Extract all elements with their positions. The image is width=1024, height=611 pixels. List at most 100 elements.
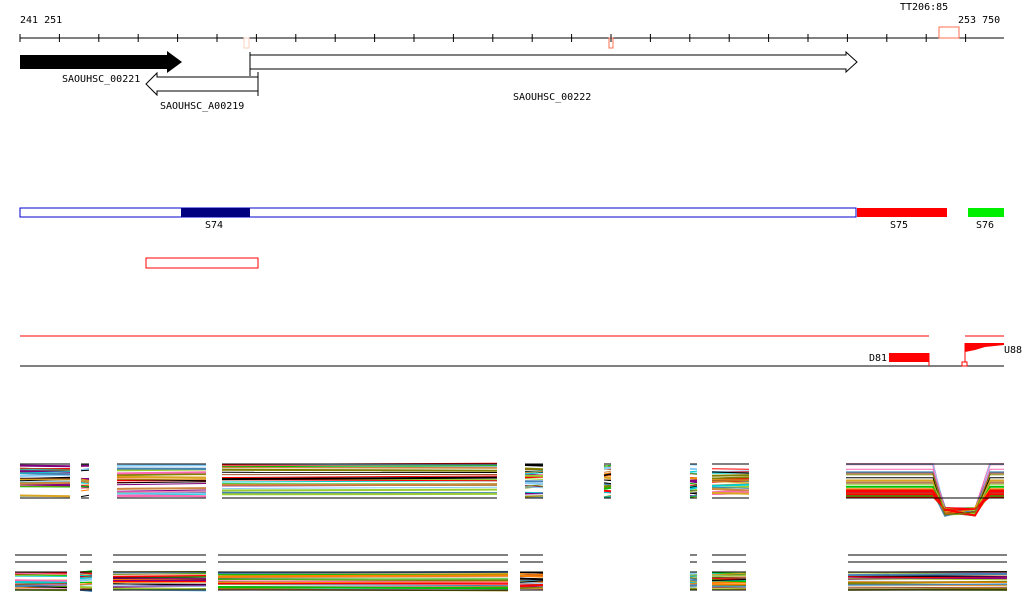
- expression-line: [847, 583, 1008, 586]
- expression-line: [603, 464, 612, 467]
- ruler-marker-box[interactable]: [938, 26, 960, 39]
- expression-line: [603, 472, 612, 477]
- expression-line: [524, 482, 544, 485]
- expression-line: [689, 477, 698, 480]
- segment-S75[interactable]: [857, 208, 947, 217]
- expression-line: [846, 474, 1004, 516]
- expression-line: [217, 584, 509, 587]
- expression-line: [846, 490, 1004, 517]
- expression-line: [80, 478, 90, 481]
- expression-line: [603, 484, 612, 488]
- segment-backbone: [19, 207, 857, 218]
- expression-line: [14, 582, 68, 586]
- expression-line: [116, 481, 207, 484]
- ruler-marker-box[interactable]: [243, 37, 250, 49]
- expression-line: [711, 483, 750, 487]
- expression-line: [116, 487, 207, 490]
- up-feature[interactable]: [965, 343, 1004, 352]
- expression-line: [80, 469, 90, 472]
- expression-line: [711, 572, 747, 576]
- expression-line: [80, 485, 90, 488]
- expression-line: [80, 494, 90, 498]
- expression-line: [689, 473, 698, 475]
- ruler-marker-label: TT206:85: [900, 2, 948, 13]
- expression-line: [116, 492, 207, 495]
- coordinate-ruler: 241 251 253 750 TT206:85: [19, 2, 1004, 49]
- expression-line: [524, 495, 544, 497]
- segment-track: S74 S75 S76: [19, 207, 1004, 269]
- gene-arrow-SAOUHSC_00222[interactable]: [249, 50, 858, 74]
- expression-line: [14, 581, 68, 584]
- expression-line: [116, 472, 207, 477]
- expression-line: [14, 574, 68, 576]
- segment-S76[interactable]: [968, 208, 1004, 217]
- expression-line: [711, 479, 750, 481]
- expression-line: [846, 492, 1004, 512]
- up-label: U88: [1004, 345, 1022, 356]
- expression-line: [19, 481, 71, 485]
- expression-line: [221, 468, 498, 472]
- expression-line: [519, 573, 544, 576]
- expression-line: [221, 475, 498, 478]
- expression-line: [217, 574, 509, 578]
- expression-line: [847, 573, 1008, 577]
- expression-line: [689, 495, 698, 498]
- expression-line: [221, 467, 498, 469]
- expression-line: [603, 482, 612, 485]
- expression-line: [519, 577, 544, 581]
- expression-line: [524, 467, 544, 471]
- expression-line: [519, 584, 544, 588]
- expression-line: [116, 483, 207, 486]
- expression-line: [603, 486, 612, 490]
- expression-line: [689, 577, 698, 579]
- expression-line: [846, 472, 1004, 517]
- expression-line: [847, 586, 1008, 589]
- expression-line: [524, 484, 544, 487]
- expression-line: [217, 582, 509, 585]
- expression-line: [689, 482, 698, 485]
- expression-line: [19, 467, 71, 470]
- expression-line: [711, 491, 750, 495]
- expression-line: [689, 574, 698, 576]
- expression-line: [116, 495, 207, 498]
- expression-line: [217, 580, 509, 583]
- down-feature[interactable]: [889, 353, 929, 362]
- expression-line: [80, 480, 90, 484]
- ruler-start: 241 251: [20, 15, 62, 26]
- expression-line: [19, 471, 71, 474]
- expression-line: [80, 489, 90, 492]
- expression-line: [524, 491, 544, 494]
- expression-line: [524, 470, 544, 474]
- feature-track: D81 U88: [20, 335, 1022, 367]
- expression-line: [79, 574, 93, 577]
- expression-line: [524, 478, 544, 480]
- segment-label: S74: [205, 220, 223, 231]
- expression-line: [603, 470, 612, 473]
- expression-line: [711, 470, 750, 473]
- expression-line: [711, 579, 747, 582]
- expression-line: [847, 581, 1008, 583]
- expression-line: [19, 472, 71, 476]
- expression-line: [221, 476, 498, 481]
- expression-line: [19, 464, 71, 468]
- gene-arrow-SAOUHSC_00221[interactable]: [20, 51, 182, 73]
- expression-line: [79, 578, 93, 581]
- expression-line: [711, 583, 747, 586]
- expression-line: [603, 482, 612, 486]
- gene-arrow-SAOUHSC_A00219[interactable]: [145, 71, 259, 97]
- expression-line: [217, 586, 509, 590]
- expression-line: [79, 578, 93, 582]
- expression-line: [524, 464, 544, 467]
- expression-line: [603, 476, 612, 480]
- segment-S74[interactable]: [181, 208, 250, 217]
- down-label: D81: [869, 353, 887, 364]
- expression-line: [519, 574, 544, 578]
- gene-label: SAOUHSC_00222: [513, 92, 591, 103]
- expression-line: [603, 496, 612, 498]
- expression-line: [711, 468, 750, 470]
- expression-line: [524, 486, 544, 489]
- expression-line: [847, 578, 1008, 581]
- expression-line: [711, 481, 750, 484]
- highlight-region[interactable]: [145, 257, 259, 269]
